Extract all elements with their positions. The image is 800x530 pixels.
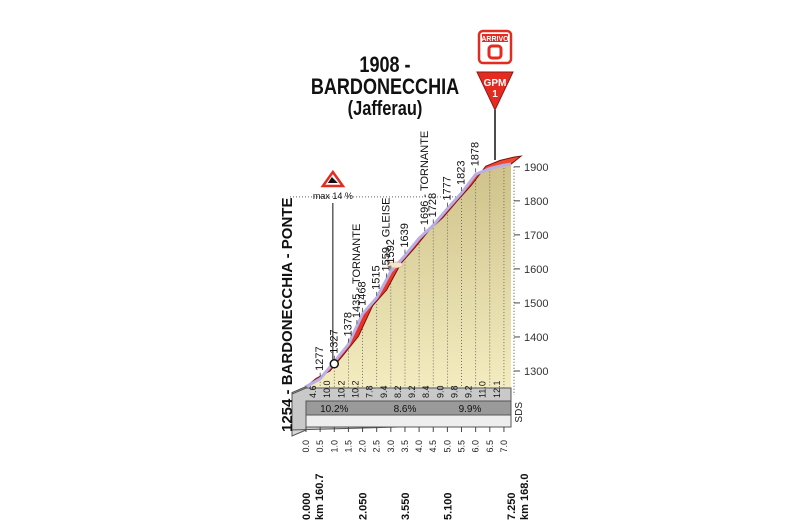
altitude-label: 1823	[456, 161, 468, 185]
y-tick-label: 1800	[524, 196, 548, 208]
y-tick-label: 1400	[524, 332, 548, 344]
altitude-label: 1378	[342, 312, 354, 336]
x-tick-label: 6.0	[471, 440, 481, 453]
warning-label: max 14 %	[313, 191, 353, 201]
x-tick-label: 4.5	[428, 440, 438, 453]
altitude-label: 1277	[314, 346, 326, 370]
x-tick-label: 6.5	[485, 440, 495, 453]
y-tick-label: 1600	[524, 264, 548, 276]
altitude-label: 1435 - TORNANTE	[351, 224, 363, 318]
x-tick-label: 5.0	[442, 440, 452, 453]
y-tick-label: 1300	[524, 366, 548, 378]
y-tick-label: 1500	[524, 298, 548, 310]
distance-total-label: km 160.7	[314, 474, 326, 520]
x-tick-label: 2.5	[372, 440, 382, 453]
distance-to-go-label: 7.250	[506, 492, 518, 520]
x-tick-label: 0.0	[301, 440, 311, 453]
altitude-label: 1639	[399, 223, 411, 247]
altitude-label: 1878	[470, 142, 482, 166]
gradient-label: 10.2	[350, 380, 360, 398]
gradient-label: 7.8	[365, 385, 375, 398]
x-tick-label: 1.5	[343, 440, 353, 453]
gpm-category: 1	[492, 89, 498, 100]
distance-to-go-label: 2.050	[358, 492, 370, 520]
x-tick-label: 7.0	[499, 440, 509, 453]
gradient-label: 11.0	[478, 381, 488, 398]
sds-label: SDS	[514, 402, 525, 423]
gradient-label: 9.4	[379, 385, 389, 398]
y-tick-label: 1700	[524, 230, 548, 242]
gpm-label: GPM	[484, 78, 507, 89]
altitude-label: 1696 - TORNANTE	[419, 131, 431, 225]
finish-badge-banner	[482, 34, 508, 42]
x-tick-label: 2.0	[358, 440, 368, 453]
distance-to-go-label: 0.000	[301, 492, 313, 520]
x-tick-label: 4.0	[414, 440, 424, 453]
avg-gradient-label: 10.2%	[320, 404, 348, 415]
x-tick-label: 5.5	[457, 440, 467, 453]
start-location-label: 1254 - BARDONECCHIA - PONTE	[279, 198, 296, 432]
gpm-triangle-icon	[476, 71, 514, 112]
distance-to-go-label: 3.550	[400, 492, 412, 520]
altitude-label: 1592	[385, 239, 397, 263]
altitude-label: 1327	[328, 329, 340, 353]
y-tick-label: 1900	[524, 162, 548, 174]
finish-ring-icon	[487, 44, 503, 60]
gradient-label: 9.2	[464, 385, 474, 398]
gradient-label: 8.2	[393, 385, 403, 398]
km-band	[305, 414, 512, 428]
x-tick-label: 3.5	[400, 440, 410, 453]
x-tick-label: 1.0	[329, 440, 339, 453]
finish-badge-label: ARRIVO	[481, 36, 509, 43]
avg-gradient-label: 8.6%	[394, 404, 417, 415]
distance-to-go-label: 5.100	[442, 492, 454, 520]
chart-title-line: 1908 - BARDONECCHIA	[310, 52, 460, 99]
gradient-label: 4.6	[308, 385, 318, 398]
gradient-label: 9.8	[449, 385, 459, 398]
gradient-label: 8.4	[421, 385, 431, 398]
altitude-label: 1468	[357, 281, 369, 305]
gradient-label: 12.1	[492, 380, 502, 398]
chart-title: 1908 - BARDONECCHIA (Jafferau)	[307, 52, 463, 120]
altitude-label: 1515	[371, 265, 383, 289]
altitude-label: 1559 - GLEISE	[381, 197, 393, 271]
warning-slope-icon	[327, 177, 338, 183]
road-edge	[304, 162, 512, 388]
altitude-label: 1777	[441, 176, 453, 200]
altitude-label: 1728	[427, 193, 439, 217]
distance-total-label: km 168.0	[519, 474, 531, 520]
x-tick-label: 3.0	[386, 440, 396, 453]
max-gradient-marker	[329, 359, 340, 369]
chart-subtitle: (Jafferau)	[347, 98, 423, 120]
gradient-label: 9.2	[407, 385, 417, 398]
avg-gradient-label: 9.9%	[459, 404, 482, 415]
gradient-label: 10.2	[336, 380, 346, 398]
x-tick-label: 0.5	[315, 440, 325, 453]
gradient-label: 10.0	[322, 380, 332, 398]
gradient-label: 9.0	[435, 385, 445, 398]
